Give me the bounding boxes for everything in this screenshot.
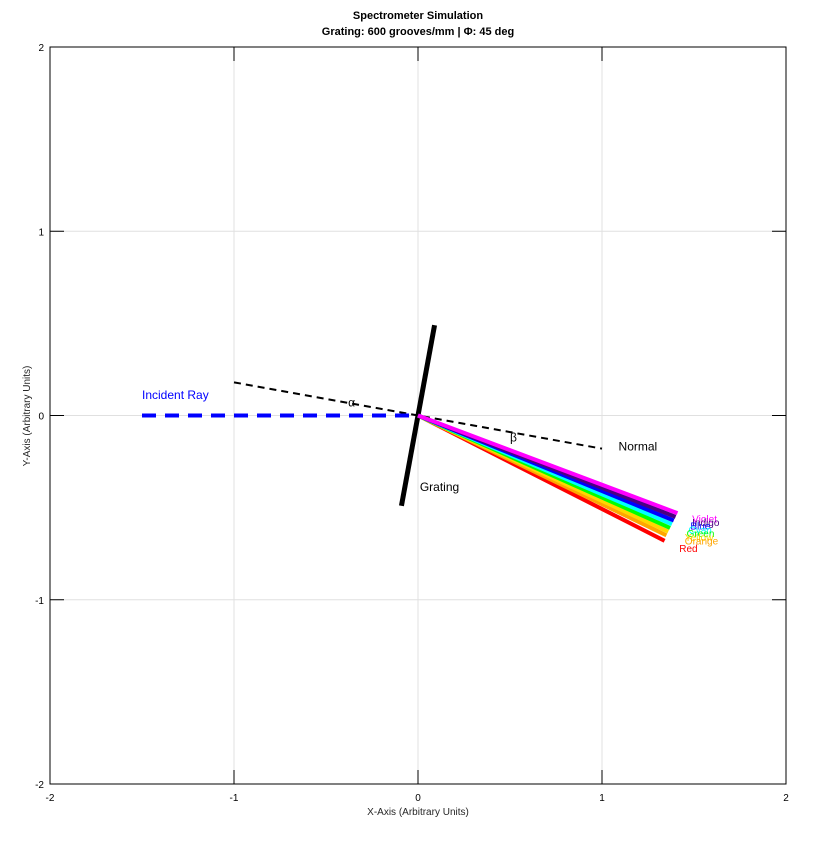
- y-tick-label: -2: [35, 780, 44, 791]
- wavelength-label-red: Red: [679, 544, 697, 555]
- wavelength-label-indigo: Indigo: [692, 518, 720, 529]
- wavelength-label-cyan: Cyan: [688, 525, 711, 536]
- diffracted-ray-violet: [417, 413, 679, 516]
- angle-label: β: [510, 430, 517, 444]
- y-tick-label: 2: [38, 43, 44, 54]
- chart-subtitle: Grating: 600 grooves/mm | Φ: 45 deg: [322, 26, 514, 38]
- normal-label: Normal: [619, 440, 658, 454]
- grating-label: Grating: [420, 480, 459, 494]
- x-tick-label: -1: [230, 793, 239, 804]
- angle-label: α: [348, 395, 355, 409]
- x-axis-label: X-Axis (Arbitrary Units): [367, 807, 469, 818]
- wavelength-label-orange: Orange: [685, 536, 719, 547]
- incident-ray-label: Incident Ray: [142, 388, 209, 402]
- chart-marks: [142, 324, 679, 543]
- y-tick-label: -1: [35, 596, 44, 607]
- x-tick-label: 1: [599, 793, 605, 804]
- x-tick-label: 0: [415, 793, 421, 804]
- x-tick-label: -2: [46, 793, 55, 804]
- wavelength-label-blue: Blue: [690, 522, 710, 533]
- chart-title: Spectrometer Simulation: [353, 10, 483, 22]
- y-tick-label: 1: [38, 227, 44, 238]
- wavelength-label-violet: Violet: [692, 514, 717, 525]
- wavelength-label-yellow: Yellow: [685, 533, 714, 544]
- plot-frame: [49, 46, 787, 785]
- y-axis-label: Y-Axis (Arbitrary Units): [22, 366, 33, 467]
- chart-labels: Incident Ray Normal Grating α β VioletIndigoB…: [142, 388, 720, 555]
- y-tick-label: 0: [38, 412, 44, 423]
- wavelength-label-green: Green: [687, 529, 715, 540]
- x-tick-label: 2: [783, 793, 789, 804]
